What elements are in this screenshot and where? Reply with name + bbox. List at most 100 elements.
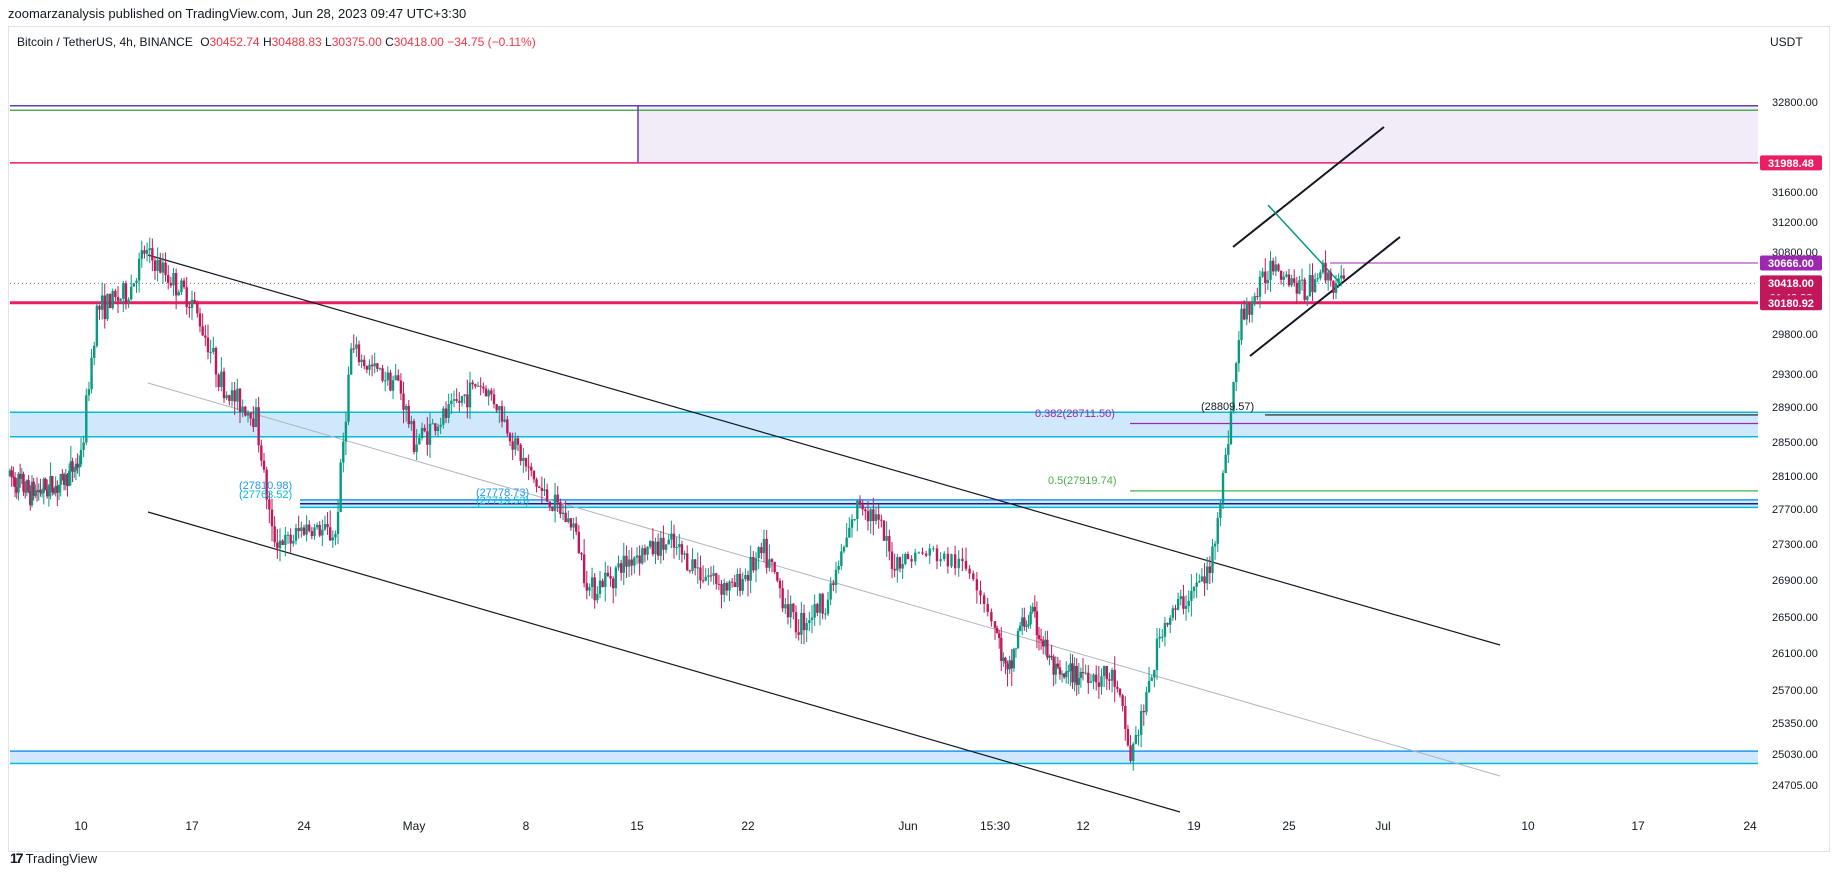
candle-body <box>898 557 902 569</box>
candle <box>230 382 234 407</box>
candle <box>914 548 917 566</box>
price-tag-bg <box>1760 155 1822 171</box>
candle-body <box>1016 630 1020 649</box>
candle-body <box>442 408 445 425</box>
candle <box>214 346 218 388</box>
candle <box>872 498 875 536</box>
candle-body <box>1277 264 1280 271</box>
candle <box>495 404 498 413</box>
candle <box>943 551 946 562</box>
candle <box>137 252 141 293</box>
candle-body <box>114 290 117 297</box>
candle <box>1089 673 1093 683</box>
candle <box>810 605 814 634</box>
candle-body <box>654 541 657 555</box>
candle-body <box>336 511 340 534</box>
candle <box>225 391 228 401</box>
candle <box>693 558 697 576</box>
candle <box>826 591 830 617</box>
x-tick-label: 25 <box>1282 819 1296 833</box>
candle <box>1124 696 1127 741</box>
candle-body <box>1031 606 1034 612</box>
candle-body <box>582 554 586 584</box>
candle <box>415 429 418 461</box>
candle <box>559 498 562 519</box>
candle <box>270 498 274 542</box>
candle <box>127 297 130 308</box>
candle <box>551 506 554 512</box>
candle <box>1340 264 1343 287</box>
candle <box>1153 669 1156 688</box>
candle <box>532 470 536 483</box>
candle-body <box>1121 695 1124 706</box>
candle-body <box>778 580 782 589</box>
candle-body <box>1221 472 1225 503</box>
candle <box>153 256 157 280</box>
candle <box>1169 615 1172 634</box>
candle-body <box>100 295 104 310</box>
candle-body <box>508 433 512 442</box>
candle-body <box>1224 454 1227 473</box>
candle <box>397 369 400 382</box>
candle <box>601 578 604 588</box>
tradingview-footer[interactable]: 17 TradingView <box>10 850 97 866</box>
candle <box>588 583 591 596</box>
candle <box>832 579 835 592</box>
candle <box>236 378 239 411</box>
candle <box>627 549 631 578</box>
candle <box>1298 275 1301 295</box>
candle <box>1279 270 1283 285</box>
candle <box>74 458 78 480</box>
candle-body <box>519 444 522 461</box>
candle <box>1208 556 1212 585</box>
candle <box>1071 654 1074 689</box>
candle <box>318 521 321 538</box>
candle <box>1058 660 1062 680</box>
candle-body <box>300 527 303 532</box>
candle-body <box>1021 617 1024 626</box>
candle-body <box>744 575 747 580</box>
price-tag: 30666.00 <box>1760 255 1822 271</box>
candle-body <box>693 559 697 569</box>
candle-body <box>990 611 993 622</box>
candle-body <box>344 421 348 442</box>
candle <box>423 424 426 433</box>
candle <box>1311 263 1314 301</box>
candle <box>604 561 607 602</box>
candle-body <box>1002 657 1005 661</box>
candle <box>754 552 758 583</box>
candle-body <box>1321 262 1325 273</box>
candle-body <box>281 540 284 545</box>
candle <box>132 282 136 287</box>
candle <box>561 504 565 521</box>
candle-body <box>423 427 426 432</box>
candle <box>619 559 623 581</box>
candle-body <box>834 569 838 585</box>
y-tick-label: 27700.00 <box>1772 504 1818 516</box>
candle-body <box>619 563 623 573</box>
candle-body <box>47 485 51 497</box>
candle <box>1240 303 1243 345</box>
candle-body <box>1029 611 1032 625</box>
candle-body <box>784 604 787 609</box>
candle <box>781 580 784 613</box>
candle-body <box>1097 682 1101 687</box>
price-tag: 30180.92 <box>1760 295 1822 311</box>
symbol-name[interactable]: Bitcoin / TetherUS, 4h, BINANCE <box>17 35 193 49</box>
candle <box>273 516 276 548</box>
candle <box>1258 270 1262 309</box>
candle-body <box>986 603 989 612</box>
candle <box>98 304 101 320</box>
candle <box>953 545 957 576</box>
candle-body <box>1240 308 1243 341</box>
candle-body <box>678 544 681 548</box>
candle <box>196 300 199 318</box>
open-label: O <box>200 35 210 49</box>
candle <box>816 602 819 617</box>
candle-body <box>24 491 27 493</box>
candle-body <box>73 470 76 472</box>
candle-body <box>979 590 982 596</box>
candle <box>939 552 942 567</box>
candle-body <box>1269 260 1272 280</box>
